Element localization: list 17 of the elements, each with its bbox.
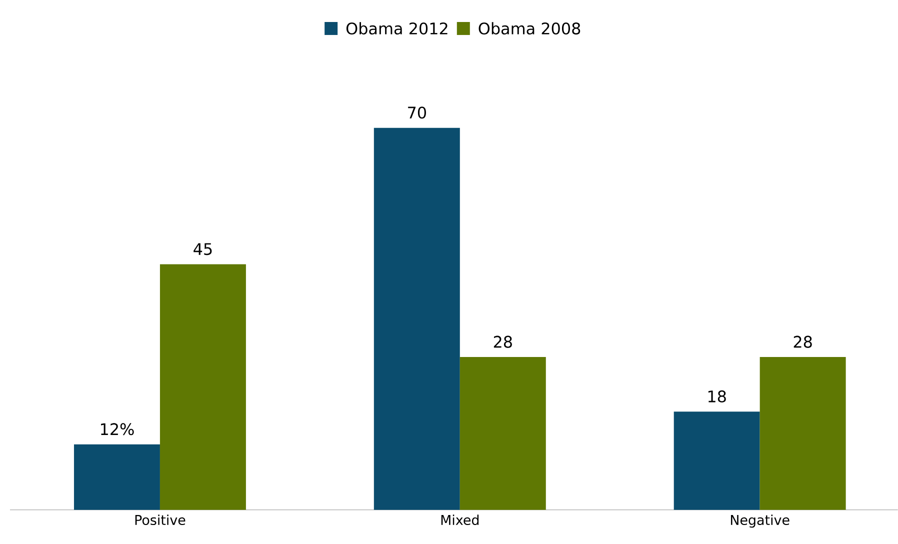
bar [674,412,760,510]
data-label: 28 [794,336,812,348]
bar [374,128,460,510]
legend-label: Obama 2012 [346,22,448,35]
x-tick-label: Positive [135,514,186,526]
bar [760,357,846,510]
x-tick-label: Mixed [441,514,479,526]
bar [160,264,246,510]
bar [74,444,160,510]
data-label: 12% [101,423,134,436]
data-label: 18 [708,390,726,402]
legend-label: Obama 2008 [478,22,580,35]
bar [460,357,546,510]
x-tick-label: Negative [730,514,790,528]
data-label: 28 [494,336,512,348]
data-label: 45 [194,243,212,256]
data-label: 70 [408,106,426,119]
